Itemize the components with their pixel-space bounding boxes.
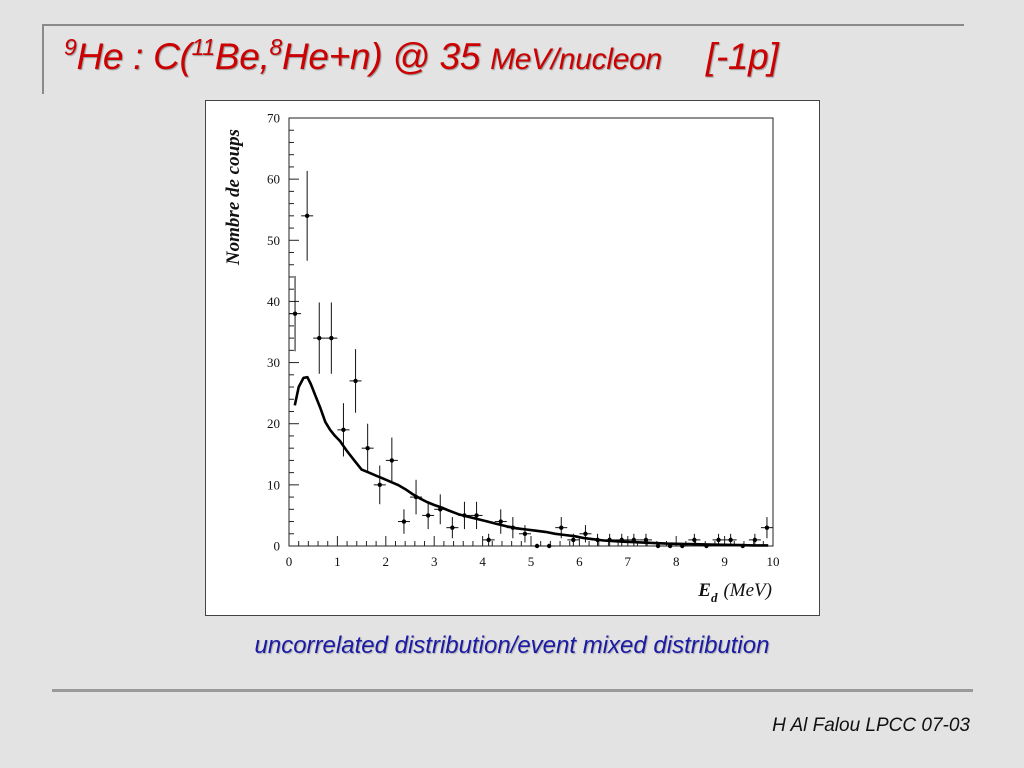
y-tick-label: 60 [267,172,280,187]
x-tick-label: 7 [625,554,632,569]
title-sup-11: 11 [191,34,216,60]
data-point [304,213,310,219]
y-tick-label: 10 [267,477,280,492]
footer-credit: H Al Falou LPCC 07-03 [772,715,970,736]
data-point [425,513,431,518]
data-point [716,537,721,543]
mixed-distribution-curve [293,375,769,547]
data-point [583,531,588,536]
data-point [546,543,552,549]
data-point [643,537,649,543]
title-tag: [-1p] [705,36,779,77]
chart-svg: 0 1 2 3 4 5 6 7 8 9 10 0 10 20 30 40 50 60 70 Nombre de co… [223,111,780,606]
data-point [655,543,661,549]
x-tick-label: 6 [576,554,583,569]
x-tick-label: 1 [334,554,341,569]
y-axis-label: Nombre de coups [223,129,244,266]
tick-group: 0 1 2 3 4 5 6 7 8 9 10 0 10 20 30 40 50 60 70 [267,111,780,570]
y-tick-label: 40 [267,294,280,309]
plot-panel: 0 1 2 3 4 5 6 7 8 9 10 0 10 20 30 40 50 60 70 Nombre de co… [205,100,820,616]
x-axis-label-main: E [697,580,711,601]
divider-line [52,689,973,692]
data-point [764,525,770,530]
x-tick-label: 2 [383,554,390,569]
x-axis-label-unit: (MeV) [723,580,772,601]
data-point [450,525,455,530]
title-he-colon: He : C( [76,36,192,77]
data-point [474,513,479,518]
data-point [498,519,503,524]
title-sup-8: 8 [269,34,283,60]
data-point [534,543,540,549]
x-tick-label: 10 [767,554,780,569]
x-tick-label: 4 [479,554,486,569]
caption: uncorrelated distribution/event mixed di… [254,632,770,659]
data-point [317,335,322,341]
x-tick-label: 0 [286,554,293,569]
data-point [571,537,576,543]
y-tick-label: 0 [274,539,281,554]
data-point [752,537,758,543]
frame-left-line [42,24,44,94]
data-point [522,531,528,536]
data-point [292,311,298,316]
data-point [341,427,346,433]
y-tick-label: 50 [267,233,280,248]
data-point [692,537,697,543]
y-tick-label: 20 [267,416,280,431]
title-sup-9: 9 [64,34,77,60]
data-point [389,458,395,463]
x-tick-label: 9 [721,554,728,569]
data-point [329,335,334,341]
title-mev-nucleon: MeV/nucleon [490,43,662,76]
data-point [353,378,358,384]
slide-title: 9He : C(11Be,8He+n) @ 35 MeV/nucleon [-1p… [64,34,779,78]
data-point [377,482,382,488]
data-point [486,537,491,543]
marks-group [289,170,773,549]
data-point [365,445,370,451]
x-tick-label: 3 [431,554,438,569]
x-axis-label: Ed (MeV) [697,580,772,605]
title-be: Be, [214,36,270,77]
data-point [559,525,564,530]
plot-frame [288,117,774,547]
x-tick-label: 8 [673,554,680,569]
y-tick-label: 70 [267,111,280,126]
data-point [401,519,407,524]
title-he-n: He+n) @ 35 [282,36,491,77]
frame-top-line [42,24,964,26]
y-tick-label: 30 [267,355,280,370]
x-axis-label-sub: d [711,590,718,605]
x-tick-label: 5 [528,554,535,569]
data-point [728,537,733,543]
